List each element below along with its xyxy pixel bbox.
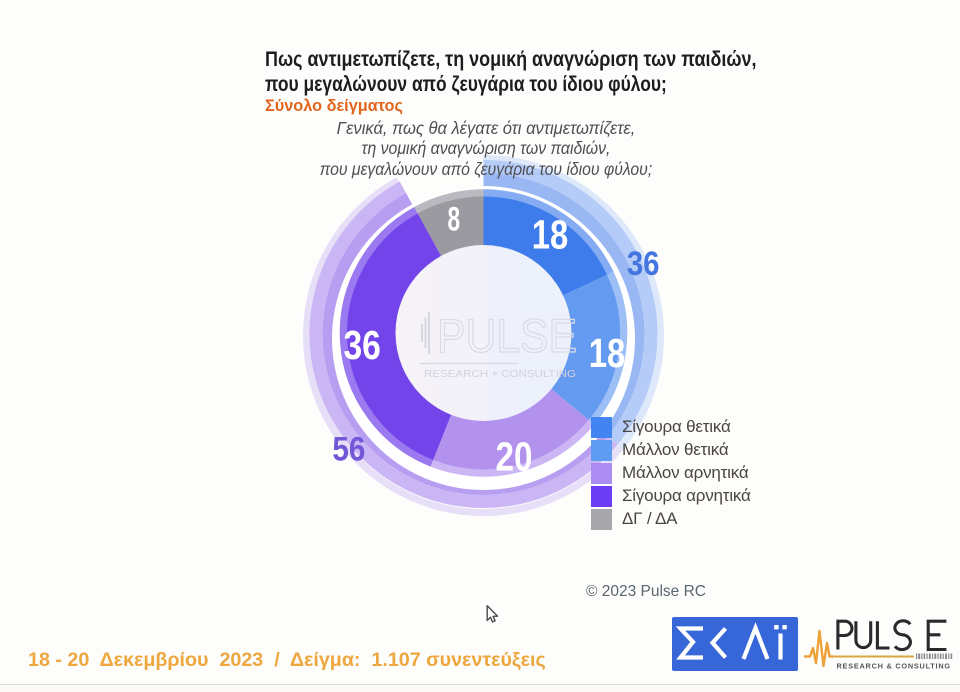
svg-text:36: 36: [343, 322, 380, 368]
svg-text:PULSE: PULSE: [437, 309, 577, 362]
svg-text:18: 18: [589, 329, 625, 375]
svg-text:RESEARCH & CONSULTING: RESEARCH & CONSULTING: [837, 662, 951, 671]
svg-text:RESEARCH + CONSULTING: RESEARCH + CONSULTING: [424, 369, 576, 380]
svg-text:20: 20: [496, 433, 533, 479]
svg-text:8: 8: [448, 201, 461, 239]
svg-text:18: 18: [532, 211, 568, 257]
svg-text:36: 36: [627, 244, 660, 283]
svg-text:56: 56: [332, 429, 365, 468]
